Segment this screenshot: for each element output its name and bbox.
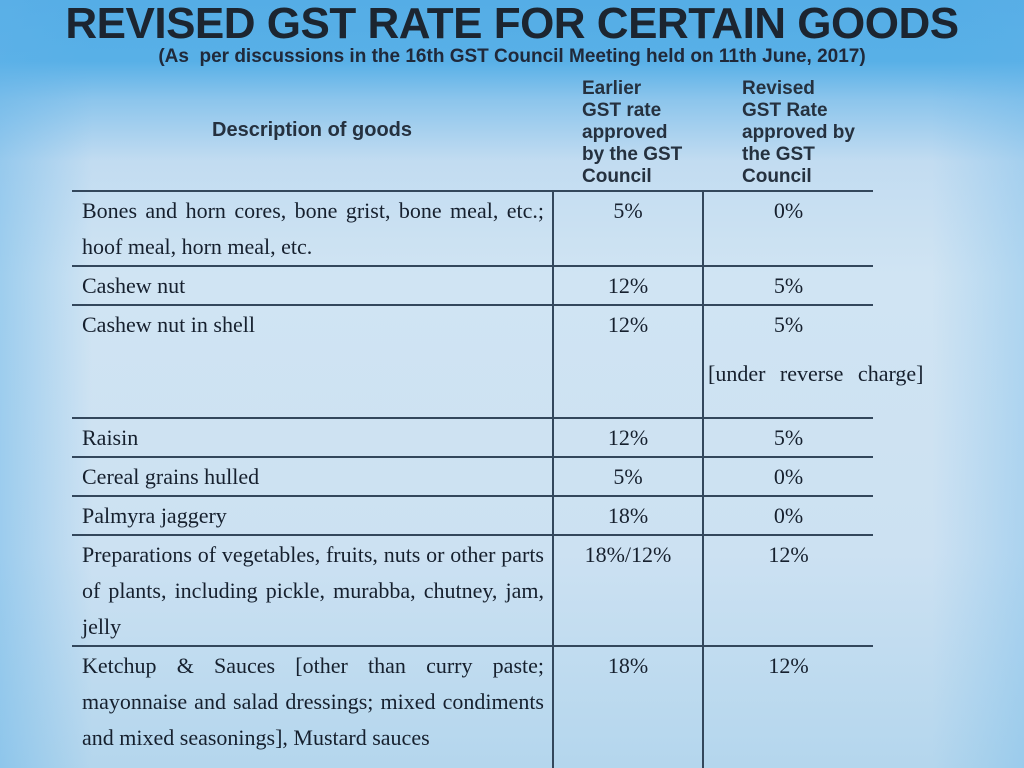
cell-description: Raisin [82, 425, 139, 450]
cell-revised-rate: 5% [702, 267, 873, 304]
cell-earlier-rate: 12% [552, 306, 702, 417]
gst-rate-table: Description of goods Earlier GST rate ap… [72, 70, 924, 768]
cell-earlier-rate: 18%/12% [552, 536, 702, 645]
cell-description: Bones and horn cores, bone grist, bone m… [82, 198, 544, 259]
page-subtitle: (As per discussions in the 16th GST Coun… [158, 46, 866, 67]
cell-description: Ketchup & Sauces [other than curry paste… [82, 653, 544, 750]
cell-revised-rate: 0% [702, 497, 873, 534]
cell-description: Cashew nut in shell [82, 312, 255, 337]
cell-revised-rate: 12% [702, 536, 873, 645]
cell-earlier-rate: 12% [552, 419, 702, 456]
table-row: Cereal grains hulled 5% 0% [72, 456, 873, 495]
table-row: Preparations of vegetables, fruits, nuts… [72, 534, 873, 645]
cell-revised-rate: 0% [702, 192, 873, 265]
cell-revised-rate: 5% [under reverse charge] [702, 306, 924, 417]
cell-description: Palmyra jaggery [82, 503, 227, 528]
table-row: Raisin 12% 5% [72, 417, 873, 456]
cell-description: Preparations of vegetables, fruits, nuts… [82, 542, 544, 639]
table-row: Cashew nut in shell 12% 5% [under revers… [72, 304, 924, 417]
cell-description: Cereal grains hulled [82, 464, 260, 489]
cell-earlier-rate: 18% [552, 497, 702, 534]
cell-earlier-rate: 5% [552, 458, 702, 495]
cell-earlier-rate: 12% [552, 267, 702, 304]
cell-earlier-rate: 18% [552, 647, 702, 768]
page-title: REVISED GST RATE FOR CERTAIN GOODS [65, 0, 959, 48]
table-row: Cashew nut 12% 5% [72, 265, 873, 304]
cell-description: Cashew nut [82, 273, 186, 298]
reverse-charge-note: [under reverse charge] [708, 361, 924, 386]
col-header-description: Description of goods [212, 118, 412, 141]
col-header-earlier-rate: Earlier GST rate approved by the GST Cou… [582, 78, 683, 187]
cell-revised-rate: 12% [702, 647, 873, 768]
table-row: Bones and horn cores, bone grist, bone m… [72, 190, 873, 265]
cell-revised-rate: 5% [702, 419, 873, 456]
table-row: Ketchup & Sauces [other than curry paste… [72, 645, 873, 768]
table-row: Palmyra jaggery 18% 0% [72, 495, 873, 534]
cell-revised-rate: 0% [702, 458, 873, 495]
col-header-revised-rate: Revised GST Rate approved by the GST Cou… [742, 78, 855, 187]
table-header: Description of goods Earlier GST rate ap… [72, 70, 873, 190]
revised-rate-value: 5% [773, 312, 804, 337]
cell-earlier-rate: 5% [552, 192, 702, 265]
